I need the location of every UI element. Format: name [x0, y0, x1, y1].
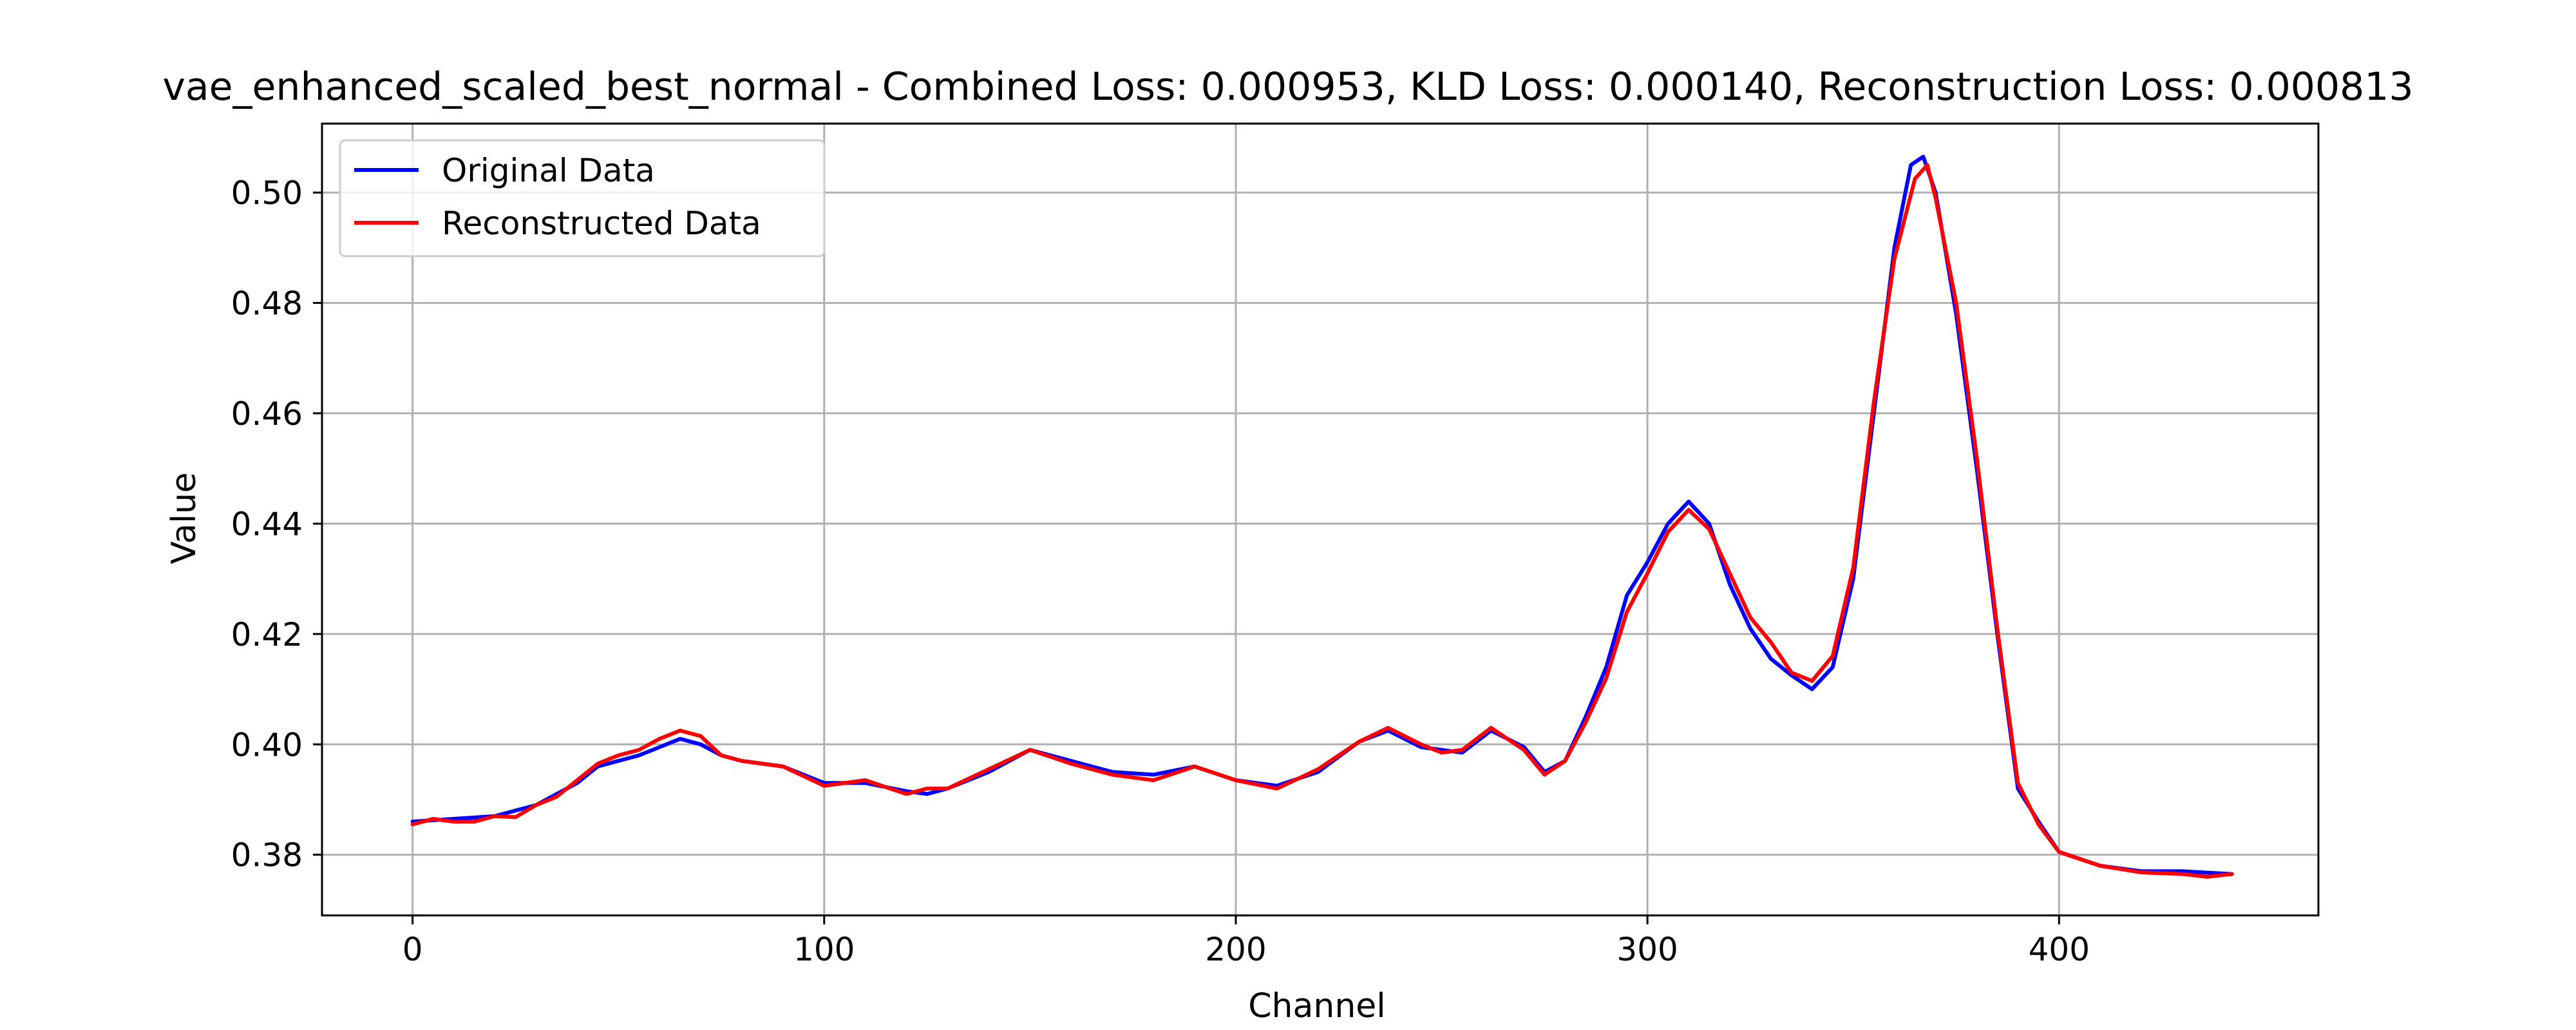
x-axis-label: Channel: [1248, 987, 1385, 1025]
y-tick-label: 0.44: [231, 505, 303, 543]
legend-label: Original Data: [442, 152, 655, 189]
legend-box: [339, 139, 826, 258]
y-tick-label: 0.48: [231, 285, 303, 323]
x-tick-label: 300: [1616, 931, 1678, 968]
x-tick-label: 0: [402, 931, 423, 968]
plot-frame: [321, 122, 2320, 917]
x-tick-label: 100: [793, 931, 855, 968]
x-tick-label: 200: [1205, 931, 1266, 968]
y-tick-label: 0.42: [231, 616, 303, 653]
series-line-reconstructed-data: [410, 163, 2234, 879]
legend-label: Reconstructed Data: [442, 205, 761, 242]
legend: Original Data Reconstructed Data: [339, 139, 826, 258]
y-axis-label: Value: [165, 473, 204, 565]
y-tick-label: 0.38: [231, 837, 303, 874]
x-tick-label: 400: [2029, 931, 2090, 968]
y-tick-label: 0.50: [231, 174, 303, 212]
y-tick-label: 0.46: [231, 395, 303, 433]
chart-title: vae_enhanced_scaled_best_normal - Combin…: [162, 64, 2413, 109]
series-layer: [410, 154, 2234, 879]
y-tick-label: 0.40: [231, 726, 303, 763]
grid: [322, 124, 2318, 915]
ticks: 0 100 200 300 400 0.38 0.40 0.42 0.44 0.46 0.48 0.5…: [231, 174, 2090, 968]
